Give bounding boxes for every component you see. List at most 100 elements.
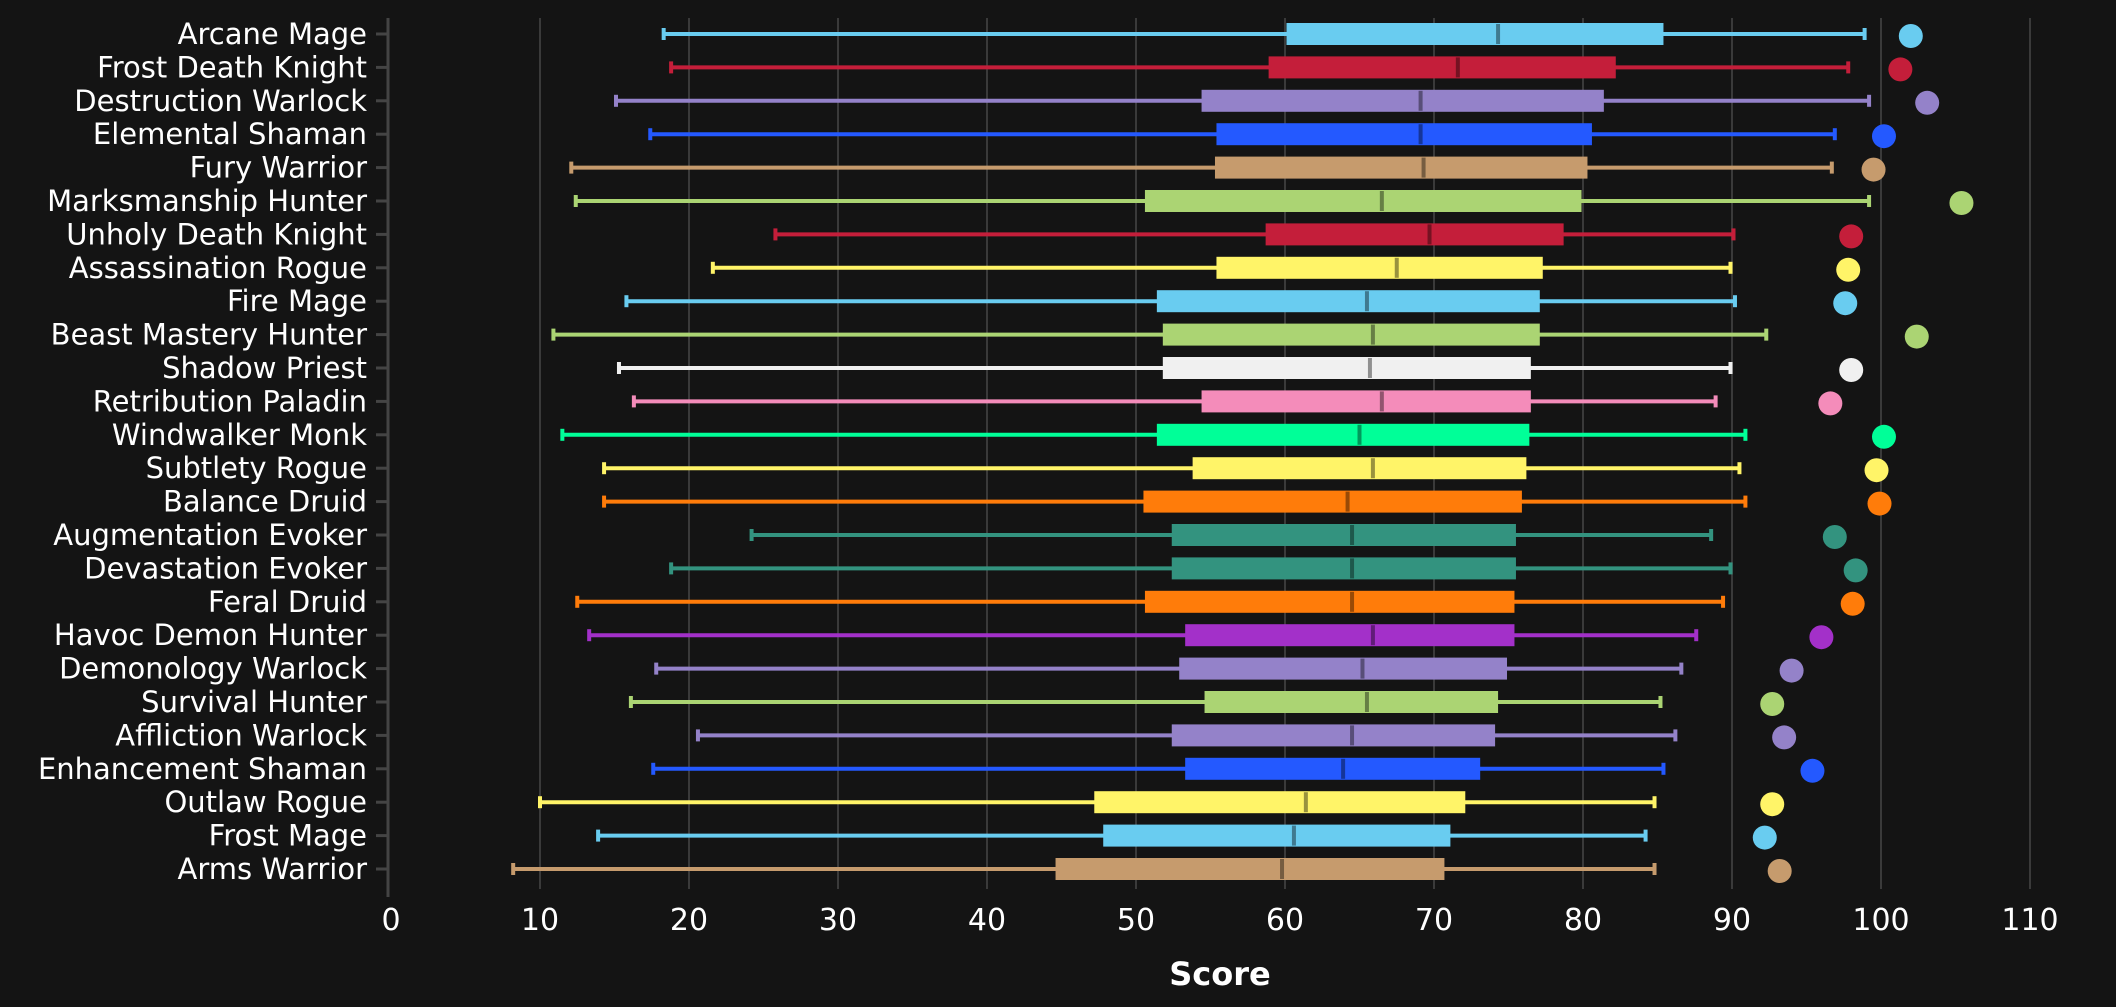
y-tick-label: Elemental Shaman bbox=[93, 117, 367, 151]
iqr-box bbox=[1162, 323, 1540, 346]
box-arms-warrior bbox=[511, 858, 1792, 883]
y-tick-label: Subtlety Rogue bbox=[146, 451, 367, 485]
max-point bbox=[1767, 859, 1792, 883]
y-tick-label: Outlaw Rogue bbox=[164, 785, 367, 819]
box-elemental-shaman bbox=[648, 123, 1896, 149]
y-tick-label: Balance Druid bbox=[163, 485, 367, 519]
box-shadow-priest bbox=[616, 357, 1864, 382]
max-point bbox=[1779, 658, 1804, 683]
max-point bbox=[1833, 291, 1858, 316]
max-point bbox=[1888, 57, 1913, 82]
x-tick-label: 80 bbox=[1564, 903, 1602, 938]
y-tick-label: Assassination Rogue bbox=[69, 251, 367, 285]
max-point bbox=[1800, 758, 1825, 783]
box-demonology-warlock bbox=[654, 657, 1804, 683]
iqr-box bbox=[1143, 490, 1522, 513]
box-enhancement-shaman bbox=[651, 757, 1825, 783]
iqr-box bbox=[1055, 858, 1445, 880]
box-fury-warrior bbox=[569, 156, 1886, 182]
x-tick-label: 100 bbox=[1852, 903, 1909, 938]
y-tick-label: Destruction Warlock bbox=[74, 84, 367, 118]
x-tick-label: 20 bbox=[670, 903, 708, 938]
iqr-box bbox=[1204, 691, 1499, 713]
x-tick-label: 30 bbox=[819, 903, 857, 938]
y-tick-label: Fury Warrior bbox=[190, 151, 368, 185]
max-point bbox=[1772, 725, 1797, 750]
iqr-box bbox=[1094, 791, 1466, 814]
x-axis-label: Score bbox=[1169, 955, 1270, 993]
max-point bbox=[1915, 90, 1940, 115]
y-tick-label: Devastation Evoker bbox=[84, 551, 367, 585]
max-point bbox=[1836, 257, 1861, 282]
iqr-box bbox=[1265, 223, 1564, 246]
iqr-box bbox=[1216, 123, 1592, 146]
y-tick-label: Augmentation Evoker bbox=[53, 518, 367, 552]
box-affliction-warlock bbox=[695, 724, 1797, 750]
iqr-box bbox=[1185, 624, 1515, 647]
x-tick-label: 0 bbox=[381, 903, 400, 938]
y-tick-label: Shadow Priest bbox=[162, 351, 367, 385]
iqr-box bbox=[1201, 89, 1604, 112]
x-axis: 0 10 20 30 40 50 60 70 80 90 100 110 bbox=[381, 903, 2058, 938]
y-tick-label: Enhancement Shaman bbox=[38, 752, 367, 786]
y-tick-label: Retribution Paladin bbox=[93, 384, 367, 418]
max-point bbox=[1904, 324, 1929, 349]
iqr-box bbox=[1156, 423, 1530, 446]
max-point bbox=[1760, 692, 1785, 716]
y-tick-label: Demonology Warlock bbox=[59, 652, 367, 686]
box-havoc-demon-hunter bbox=[587, 624, 1834, 650]
iqr-box bbox=[1144, 590, 1515, 613]
box-unholy-death-knight bbox=[773, 223, 1864, 249]
y-tick-label: Arcane Mage bbox=[178, 17, 367, 51]
x-tick-label: 40 bbox=[968, 903, 1006, 938]
iqr-box bbox=[1286, 23, 1664, 45]
max-point bbox=[1861, 157, 1886, 182]
box-frost-mage bbox=[596, 824, 1777, 850]
max-point bbox=[1898, 24, 1923, 48]
iqr-box bbox=[1214, 156, 1588, 179]
max-point bbox=[1809, 625, 1834, 650]
x-tick-label: 60 bbox=[1266, 903, 1304, 938]
y-tick-label: Feral Druid bbox=[208, 585, 367, 619]
max-point bbox=[1760, 792, 1785, 817]
max-point bbox=[1818, 391, 1843, 416]
box-windwalker-monk bbox=[560, 423, 1896, 449]
box-marksmanship-hunter bbox=[573, 190, 1974, 215]
y-tick-label: Frost Mage bbox=[209, 819, 367, 853]
iqr-box bbox=[1171, 524, 1516, 546]
max-point bbox=[1839, 358, 1864, 382]
max-point bbox=[1949, 191, 1974, 215]
box-assassination-rogue bbox=[710, 256, 1861, 282]
x-tick-label: 110 bbox=[2001, 903, 2058, 938]
max-point bbox=[1752, 825, 1777, 850]
iqr-box bbox=[1268, 56, 1616, 79]
max-point bbox=[1840, 591, 1865, 616]
y-tick-label: Fire Mage bbox=[227, 284, 367, 318]
max-point bbox=[1871, 124, 1896, 149]
box-frost-death-knight bbox=[669, 56, 1913, 82]
max-point bbox=[1864, 458, 1889, 483]
box-subtlety-rogue bbox=[602, 457, 1889, 483]
box-augmentation-evoker bbox=[749, 524, 1847, 549]
box-devastation-evoker bbox=[669, 557, 1868, 583]
y-tick-label: Unholy Death Knight bbox=[66, 217, 367, 251]
box-balance-druid bbox=[602, 490, 1892, 516]
box-destruction-warlock bbox=[613, 89, 1940, 115]
max-point bbox=[1871, 424, 1896, 449]
y-tick-label: Survival Hunter bbox=[141, 685, 367, 719]
x-tick-label: 50 bbox=[1117, 903, 1155, 938]
y-tick-label: Windwalker Monk bbox=[112, 418, 367, 452]
iqr-box bbox=[1171, 557, 1516, 580]
boxes bbox=[511, 23, 1974, 883]
box-retribution-paladin bbox=[631, 390, 1843, 416]
box-beast-mastery-hunter bbox=[551, 323, 1929, 349]
y-tick-label: Havoc Demon Hunter bbox=[54, 618, 367, 652]
iqr-box bbox=[1185, 757, 1481, 780]
iqr-box bbox=[1201, 390, 1531, 413]
y-tick-label: Beast Mastery Hunter bbox=[51, 318, 367, 352]
box-fire-mage bbox=[624, 290, 1858, 316]
iqr-box bbox=[1192, 457, 1527, 480]
max-point bbox=[1843, 558, 1868, 583]
